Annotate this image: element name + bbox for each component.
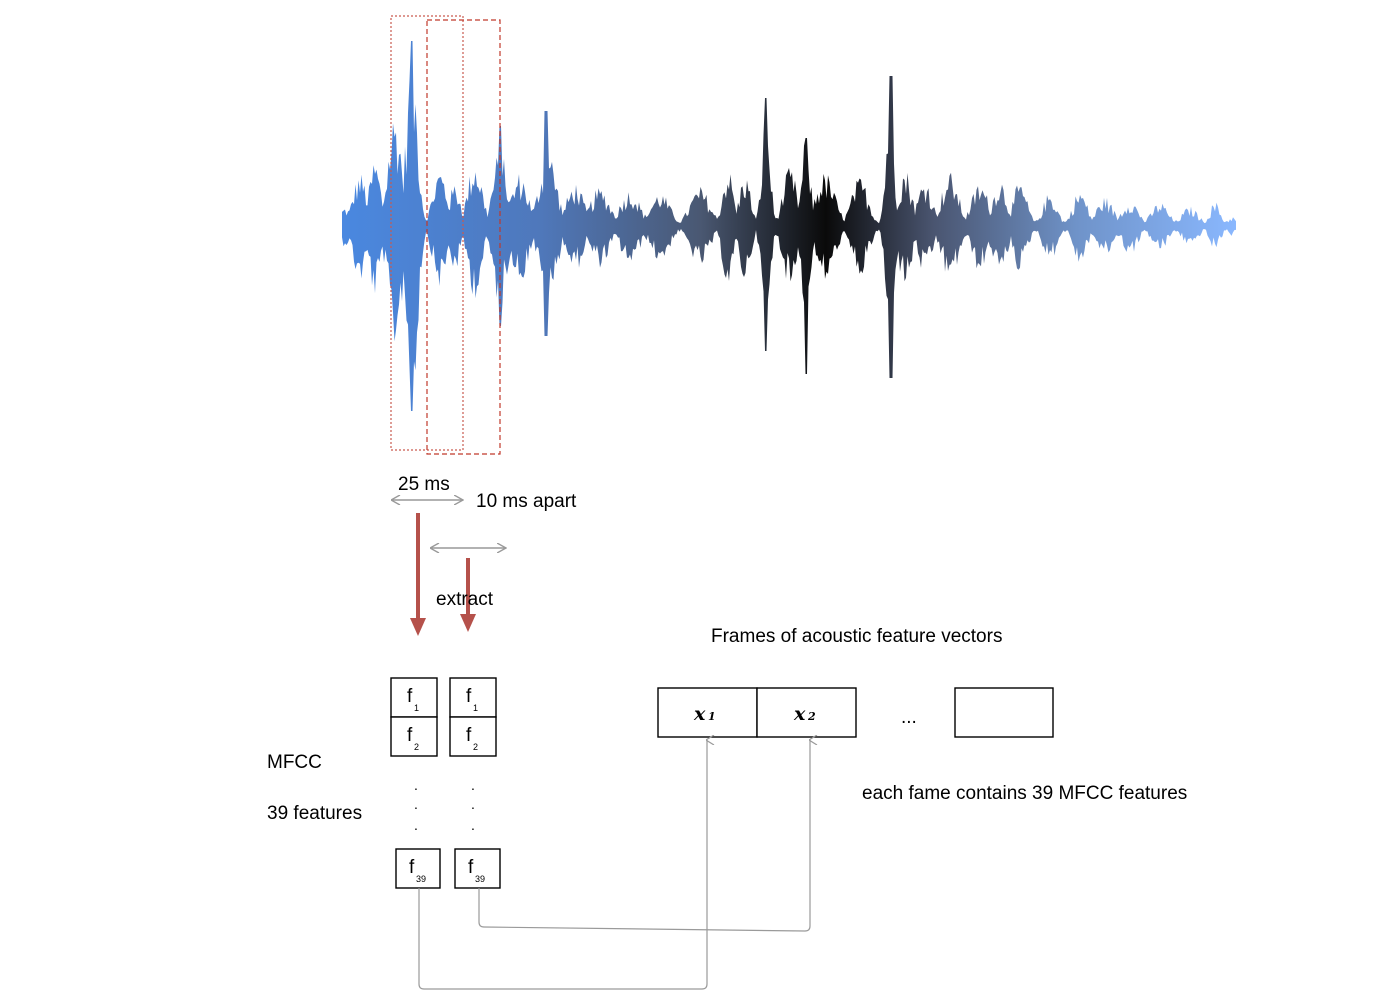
frame-description: each fame contains 39 MFCC features [862,783,1187,804]
frames-title: Frames of acoustic feature vectors [711,626,1002,647]
frames-ellipsis: ... [901,707,917,728]
feature-f1-letter: f [466,686,472,707]
x1-sub: 1 [708,710,716,723]
ellipsis-dot: . [414,777,418,793]
ellipsis-dot: . [471,817,475,833]
hop-label: 10 ms apart [476,491,577,512]
feature-f1-letter: f [407,686,413,707]
feature-f39-sub: 39 [416,874,426,884]
feature-f39-letter: f [409,857,415,878]
frame-window-2 [426,19,501,455]
extract-arrow-2 [460,558,476,632]
frame-vector-x2 [756,687,857,738]
speech-waveform [342,41,1236,411]
extract-label: extract [436,589,494,610]
x2-letter: x [793,703,806,725]
feature-f1-sub: 1 [473,703,478,713]
feature-f2-sub: 2 [473,742,478,752]
ellipsis-dot: . [471,796,475,812]
feature-column-2: f 1 f 2 . . . f 39 [449,677,501,889]
feature-f39-sub: 39 [475,874,485,884]
ellipsis-dot: . [414,796,418,812]
window-length-label: 25 ms [398,474,450,495]
feature-f39-letter: f [468,857,474,878]
feature-column-1: f 1 f 2 . . . f 39 [390,677,441,889]
ellipsis-dot: . [471,777,475,793]
frame-vector-last [954,687,1054,738]
extract-arrow-1 [410,513,426,636]
feature-f2-sub: 2 [414,742,419,752]
x2-sub: 2 [807,710,816,723]
connector-column2-to-x2 [478,740,810,932]
feature-f2-letter: f [466,725,472,746]
features-count-label: 39 features [267,803,362,824]
x1-letter: x [693,703,706,725]
feature-f1-sub: 1 [414,703,419,713]
frame-vector-row: x 1 x 2 ... [657,687,1054,738]
mfcc-label: MFCC [267,752,322,773]
ellipsis-dot: . [414,817,418,833]
feature-f2-letter: f [407,725,413,746]
connector-column1-to-x1 [418,740,707,990]
